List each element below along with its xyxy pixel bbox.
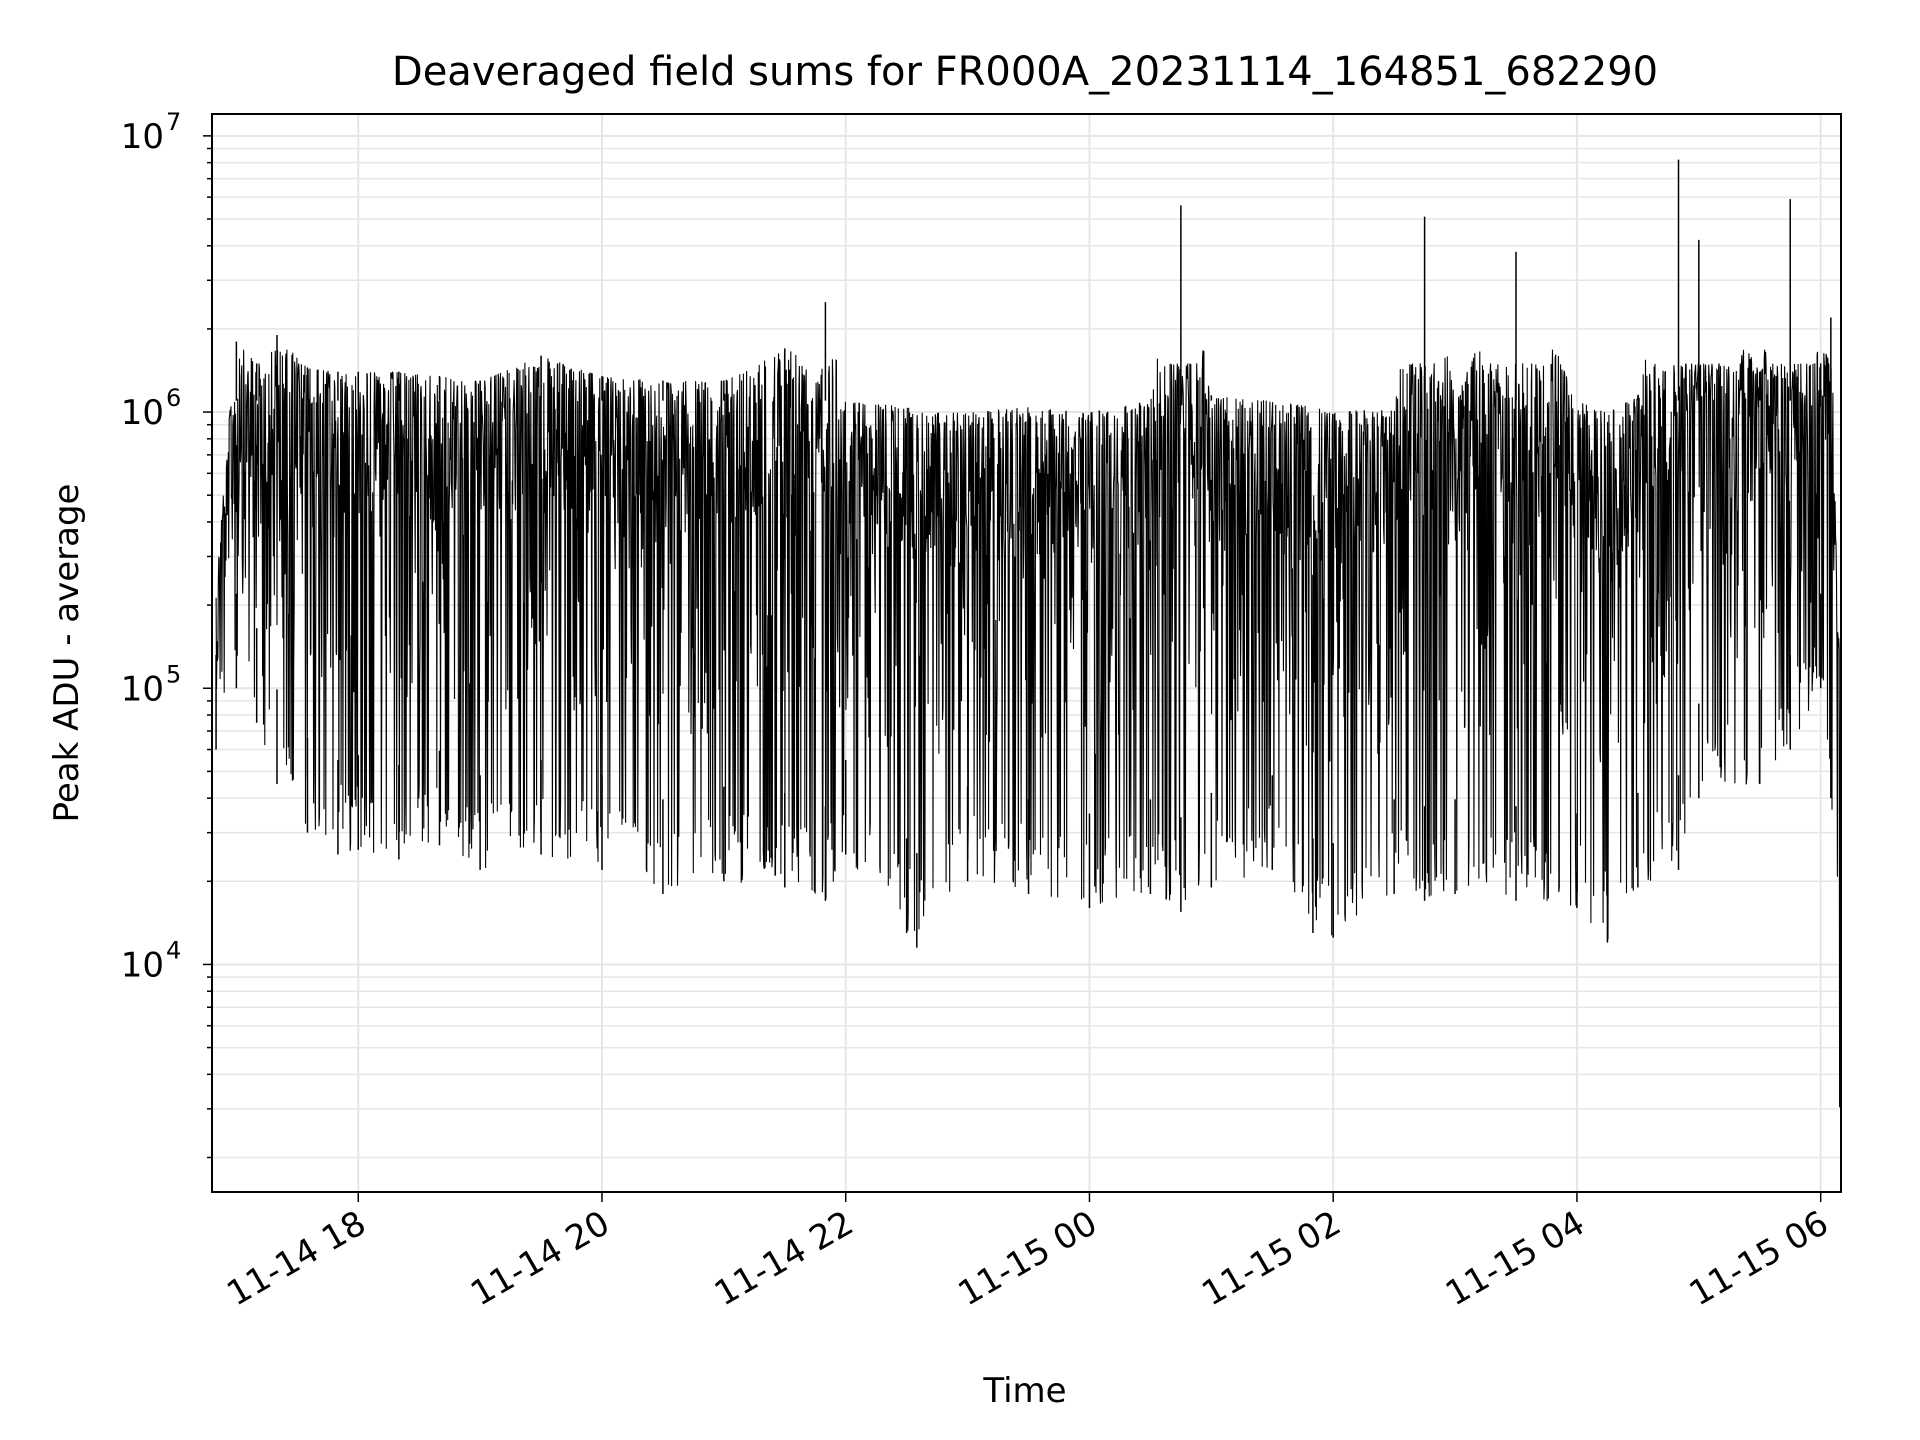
plot-area [215, 159, 1842, 1171]
y-tick-label-exponent: 7 [166, 108, 181, 136]
x-axis-label: Time [982, 1371, 1066, 1411]
y-tick-label: 10 [121, 393, 164, 433]
series-line [215, 349, 1842, 1108]
chart-title: Deaveraged field sums for FR000A_2023111… [392, 49, 1658, 95]
y-axis-label: Peak ADU - average [47, 484, 87, 823]
y-tick-label: 10 [121, 945, 164, 985]
y-tick-label: 10 [121, 669, 164, 709]
y-tick-label-exponent: 5 [166, 660, 181, 688]
y-tick-label-exponent: 6 [166, 384, 181, 412]
y-tick-label-exponent: 4 [166, 936, 181, 964]
axes-frame [211, 113, 1842, 1193]
y-tick-label: 10 [121, 117, 164, 157]
